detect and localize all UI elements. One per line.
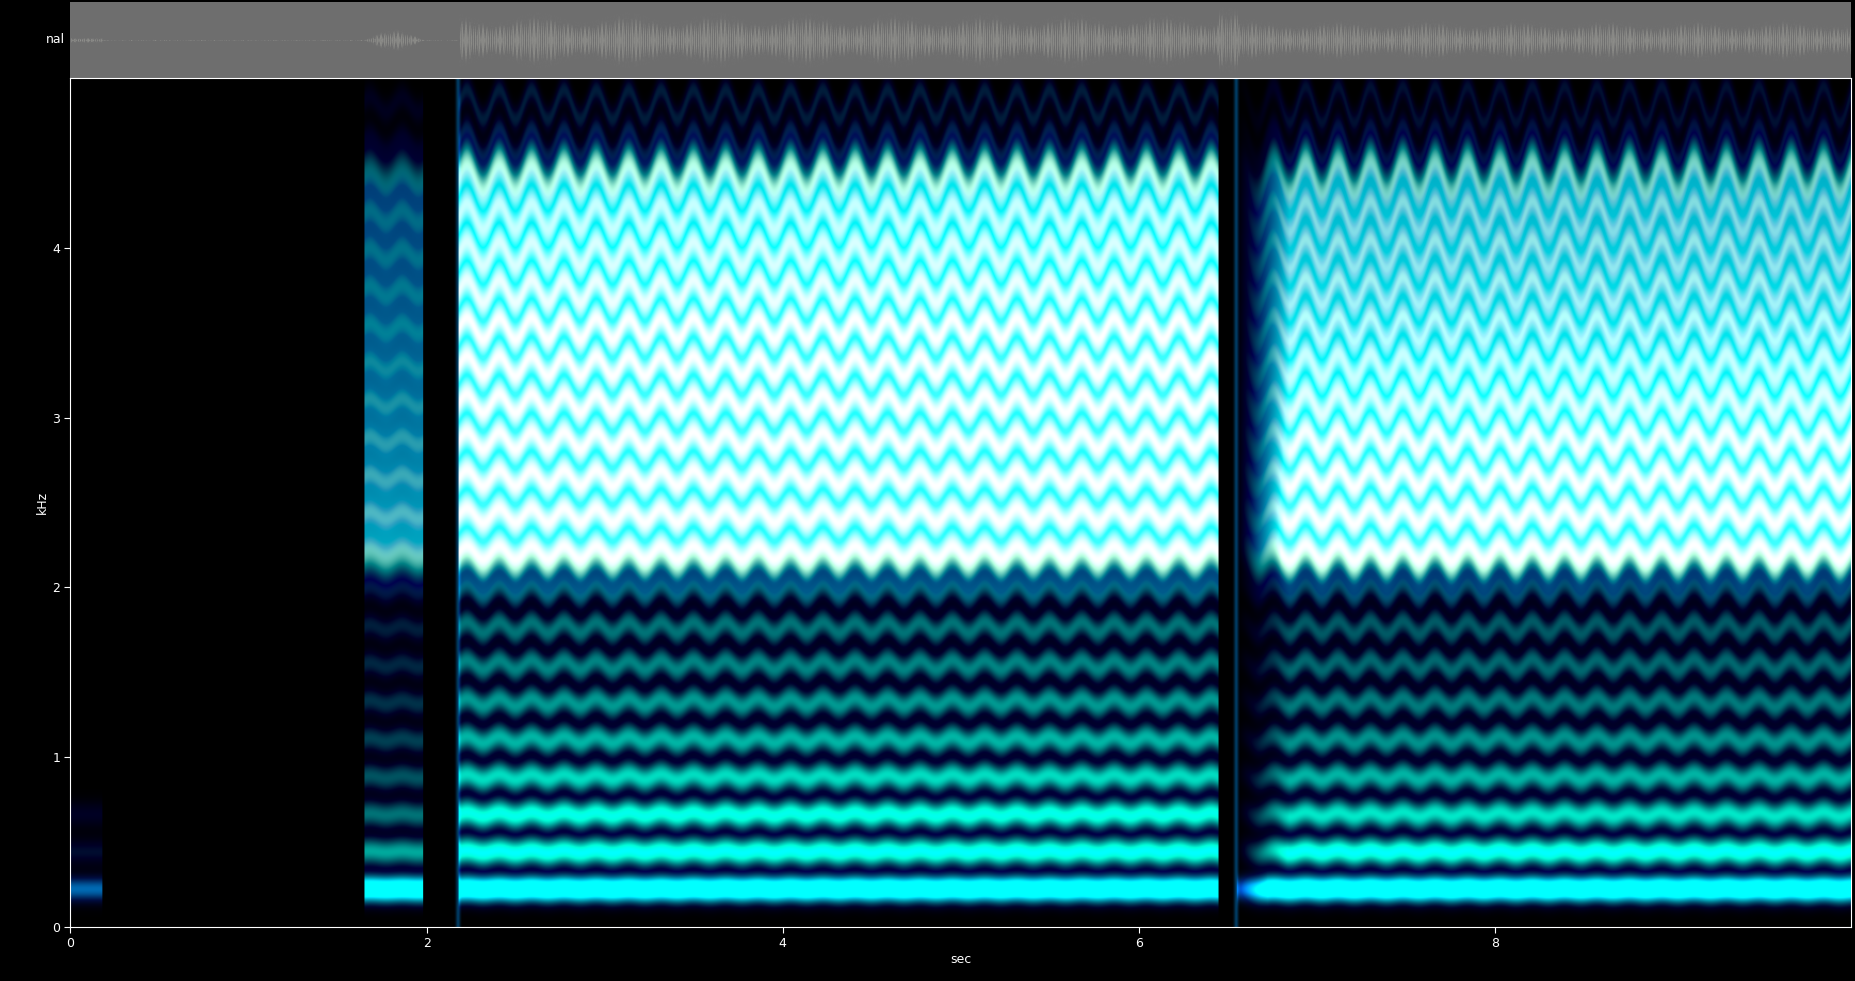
Y-axis label: kHz: kHz <box>37 490 50 514</box>
Text: nal: nal <box>46 33 65 46</box>
X-axis label: sec: sec <box>950 954 972 966</box>
